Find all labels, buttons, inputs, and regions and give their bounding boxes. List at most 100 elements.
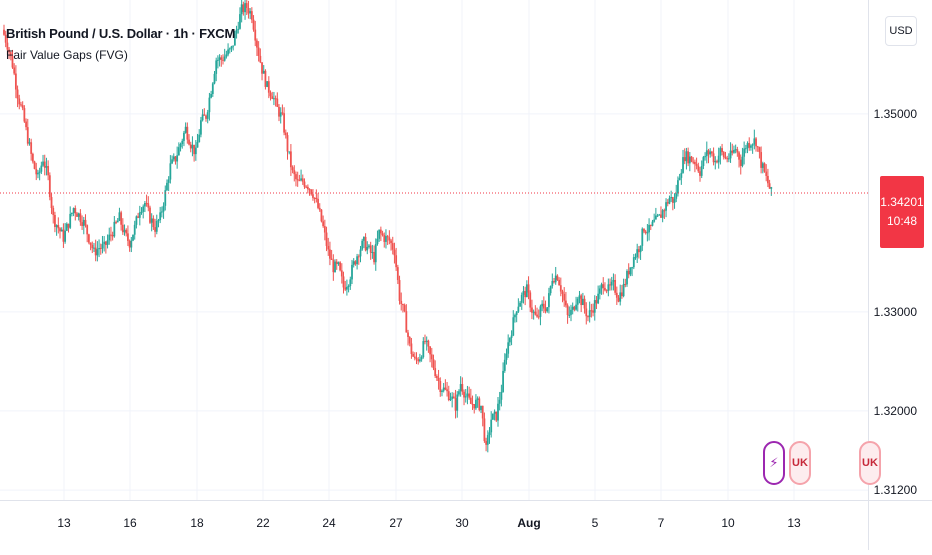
- candle-body: [300, 178, 302, 181]
- candle-body: [427, 340, 430, 347]
- candle-body: [247, 7, 250, 14]
- candle: [425, 336, 428, 351]
- candle-body: [464, 396, 467, 398]
- currency-button[interactable]: USD: [885, 16, 917, 46]
- candle: [289, 144, 292, 176]
- candle-body: [729, 150, 732, 159]
- candle: [692, 157, 695, 165]
- candle-body: [743, 148, 746, 157]
- candle-body: [196, 142, 199, 148]
- current-price-value: 1.34201: [880, 195, 924, 209]
- candle-body: [330, 258, 333, 260]
- price-axis[interactable]: 1.35000 1.33000 1.32000 1.31200: [868, 0, 918, 550]
- candle: [254, 20, 257, 47]
- candle-body: [140, 211, 143, 213]
- candle-body: [435, 376, 438, 379]
- candle: [308, 188, 311, 196]
- candle: [724, 151, 727, 160]
- candle-body: [344, 287, 347, 290]
- candle: [256, 38, 258, 57]
- candle-body: [301, 178, 304, 182]
- candle-body: [206, 112, 209, 119]
- candle-body: [602, 284, 605, 288]
- candle-body: [702, 157, 705, 166]
- candle: [286, 132, 289, 160]
- candle: [419, 353, 421, 363]
- candle-body: [381, 233, 384, 236]
- candle-body: [274, 98, 277, 100]
- candle-body: [609, 284, 611, 286]
- candle: [247, 0, 250, 19]
- candle-body: [492, 413, 494, 420]
- candle-body: [515, 311, 518, 315]
- candle: [205, 114, 207, 122]
- candle-body: [466, 393, 469, 397]
- candle-body: [632, 257, 635, 268]
- candle-body: [592, 310, 594, 313]
- time-axis[interactable]: 13 16 18 22 24 27 30 Aug 5 7 10 13: [0, 500, 932, 531]
- candle: [751, 143, 754, 154]
- candle-body: [536, 314, 538, 317]
- candle-body: [174, 156, 177, 162]
- indicator-label[interactable]: Fair Value Gaps (FVG): [6, 48, 128, 62]
- candle: [62, 223, 65, 248]
- candle-body: [541, 303, 544, 307]
- candle: [179, 142, 182, 152]
- candle-body: [417, 359, 420, 362]
- uk-us-flag-icon-2[interactable]: UK: [859, 441, 881, 485]
- candle: [26, 118, 29, 146]
- candle: [184, 122, 187, 134]
- candle: [610, 276, 613, 291]
- candle: [597, 285, 600, 305]
- candle: [621, 285, 623, 299]
- candle-body: [264, 70, 267, 87]
- candle: [738, 151, 740, 168]
- candle-body: [361, 240, 364, 250]
- candle: [675, 184, 678, 203]
- candle-body: [665, 202, 667, 211]
- candle: [626, 269, 628, 287]
- candle: [753, 129, 756, 150]
- candle-body: [210, 93, 213, 98]
- candle: [590, 303, 593, 318]
- candle-body: [323, 226, 326, 233]
- candle-body: [50, 197, 53, 209]
- candle: [50, 193, 53, 215]
- candle-body: [750, 145, 752, 148]
- candle: [13, 63, 16, 76]
- candle-body: [576, 298, 579, 305]
- candle: [471, 395, 474, 410]
- symbol-title[interactable]: British Pound / U.S. Dollar · 1h · FXCM: [6, 26, 236, 41]
- candle: [442, 382, 445, 393]
- candle-body: [668, 198, 671, 204]
- candle: [502, 362, 504, 393]
- candle: [688, 152, 691, 172]
- candle-body: [325, 232, 328, 246]
- candle: [765, 164, 768, 182]
- candle: [451, 392, 454, 408]
- candle-body: [213, 73, 216, 84]
- candle-body: [424, 341, 426, 343]
- candle-body: [281, 112, 284, 114]
- flash-icon[interactable]: ⚡: [763, 441, 785, 485]
- candle: [157, 218, 160, 228]
- candle-body: [658, 214, 661, 216]
- candle-body: [347, 286, 350, 288]
- candle: [266, 81, 269, 88]
- candle-body: [362, 236, 365, 241]
- uk-us-flag-icon[interactable]: UK: [789, 441, 811, 485]
- candle-body: [610, 281, 613, 286]
- candle: [761, 161, 764, 174]
- candle-body: [525, 284, 528, 298]
- candle-body: [121, 224, 124, 233]
- candle-body: [28, 142, 31, 144]
- candle-body: [11, 55, 14, 68]
- candle-body: [298, 180, 301, 182]
- time-tick-label: 13: [57, 516, 71, 530]
- candle: [364, 233, 367, 252]
- price-tick-label: 1.32000: [874, 404, 918, 418]
- time-tick-label: 7: [658, 516, 665, 530]
- candle: [84, 214, 87, 228]
